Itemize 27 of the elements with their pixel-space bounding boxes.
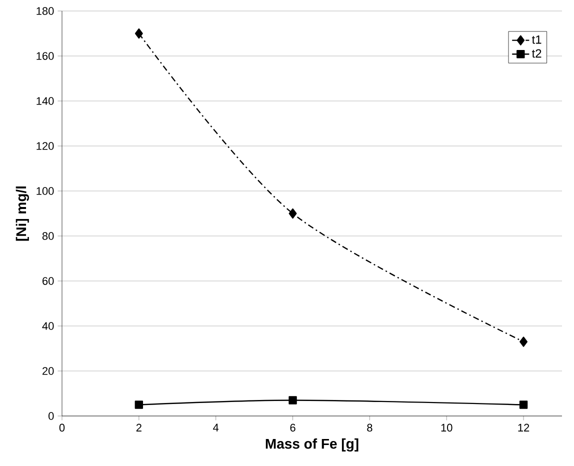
x-axis-title: Mass of Fe [g] — [266, 438, 358, 452]
point — [134, 28, 143, 39]
legend-label: t1 — [532, 35, 542, 44]
x-tick-label: 0 — [59, 424, 65, 432]
y-tick-label: 180 — [36, 7, 54, 15]
x-tick-label: 2 — [136, 424, 142, 432]
y-tick-label: 20 — [42, 367, 54, 375]
y-tick-label: 40 — [42, 322, 54, 330]
point — [520, 336, 528, 347]
point — [288, 208, 297, 219]
x-tick-label: 12 — [518, 424, 530, 432]
y-tick-label: 60 — [42, 277, 54, 285]
y-tick-label: 160 — [36, 52, 54, 60]
legend-label: t2 — [532, 49, 542, 58]
x-tick-label: 6 — [290, 424, 296, 432]
y-tick-label: 0 — [48, 412, 54, 420]
point — [519, 400, 528, 409]
point — [134, 400, 144, 409]
x-tick-label: 10 — [441, 424, 452, 432]
y-axis-title: [Ni] mg/l — [16, 186, 29, 241]
y-tick-label: 140 — [36, 97, 54, 105]
y-tick-label: 100 — [36, 187, 54, 195]
y-tick-label: 120 — [36, 142, 54, 150]
y-tick-label: 80 — [42, 232, 54, 240]
x-tick-label: 4 — [213, 424, 219, 432]
point — [288, 396, 297, 404]
x-tick-label: 8 — [367, 424, 372, 432]
